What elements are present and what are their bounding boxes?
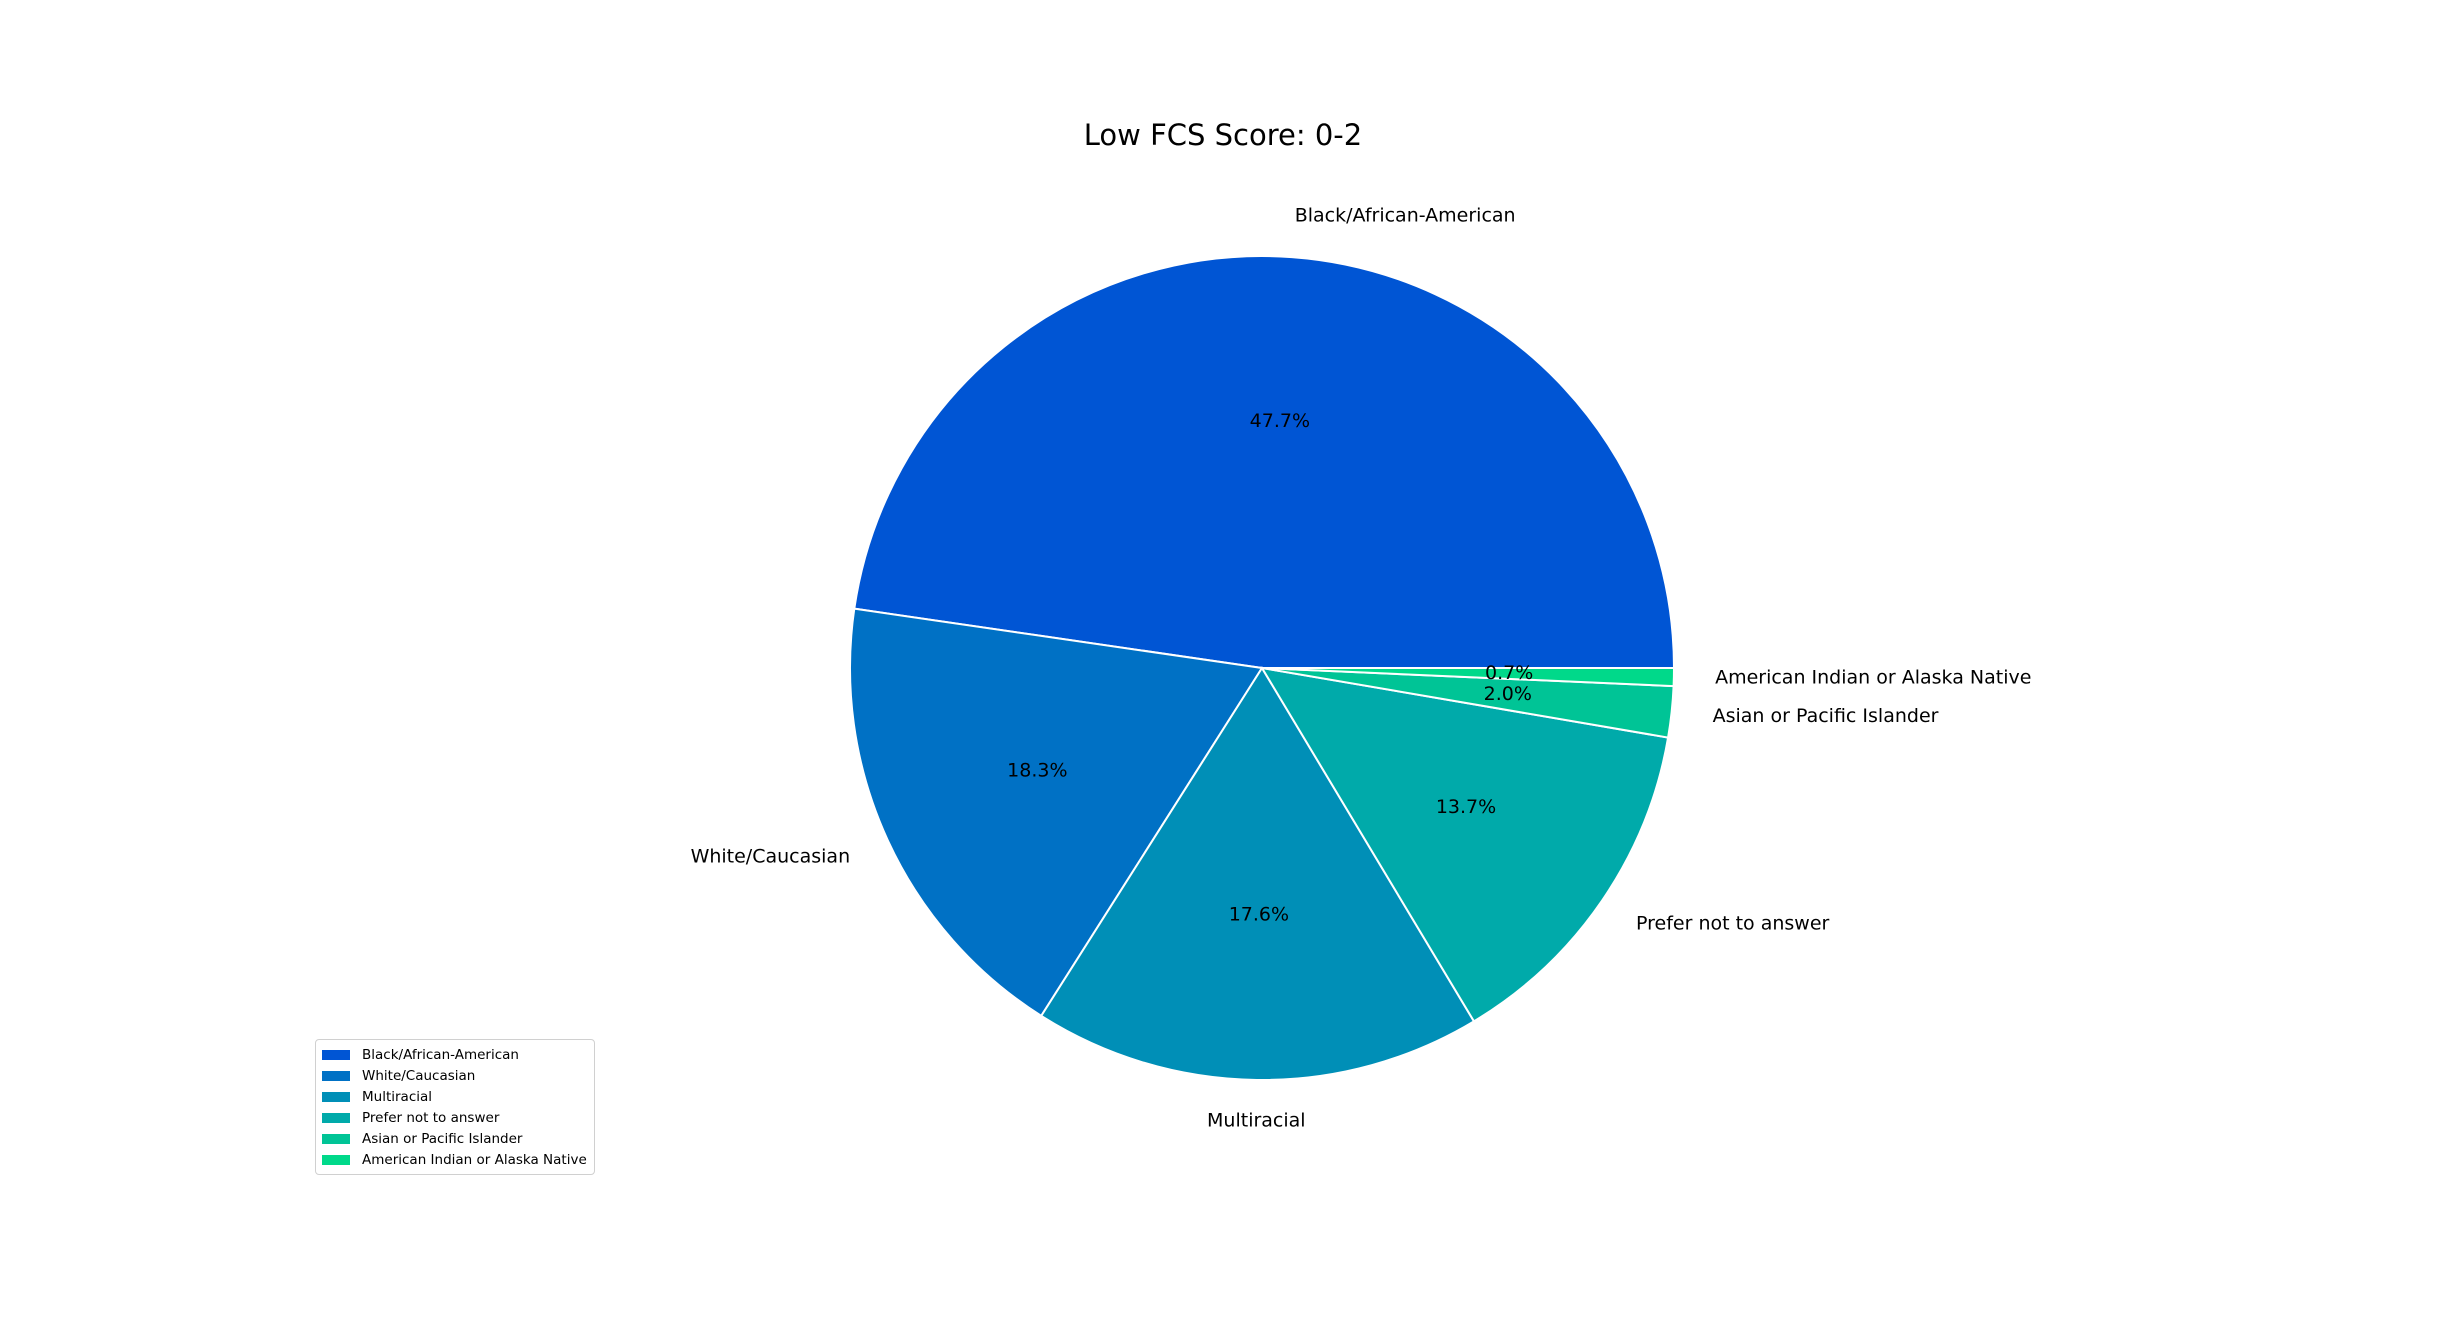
slice-value-label: 13.7% xyxy=(1436,796,1496,818)
slice-value-label: 18.3% xyxy=(1007,760,1067,782)
legend-label: Prefer not to answer xyxy=(362,1109,500,1126)
legend-item: White/Caucasian xyxy=(322,1065,588,1086)
slice-category-label: Black/African-American xyxy=(1295,204,1516,226)
legend-swatch xyxy=(322,1154,350,1165)
slice-category-label: American Indian or Alaska Native xyxy=(1715,666,2031,688)
slice-category-label: Multiracial xyxy=(1207,1110,1306,1132)
legend-swatch xyxy=(322,1091,350,1102)
legend-item: Multiracial xyxy=(322,1086,588,1107)
legend-label: Black/African-American xyxy=(362,1046,519,1063)
slice-value-label: 17.6% xyxy=(1229,904,1289,926)
pie-slice-multiracial xyxy=(1039,666,1476,1081)
slice-value-label: 0.7% xyxy=(1485,662,1533,684)
slice-value-label: 47.7% xyxy=(1250,410,1310,432)
legend-item: American Indian or Alaska Native xyxy=(322,1149,588,1170)
slice-category-label: Asian or Pacific Islander xyxy=(1713,705,1939,727)
legend-swatch xyxy=(322,1049,350,1060)
chart-title: Low FCS Score: 0-2 xyxy=(1083,118,1363,152)
slice-value-label: 2.0% xyxy=(1484,683,1532,705)
pie-slice-prefer-not-to-answer xyxy=(1260,666,1670,1023)
pie-slice-black-african-american xyxy=(853,255,1676,669)
legend-label: American Indian or Alaska Native xyxy=(362,1151,587,1168)
pie-slice-white-caucasian xyxy=(849,607,1264,1018)
legend-swatch xyxy=(322,1133,350,1144)
legend-label: Asian or Pacific Islander xyxy=(362,1130,523,1147)
pie-slice-american-indian-or-alaska-native xyxy=(1261,667,1676,688)
legend-item: Black/African-American xyxy=(322,1044,588,1065)
legend-item: Asian or Pacific Islander xyxy=(322,1128,588,1149)
legend-label: White/Caucasian xyxy=(362,1067,476,1084)
slice-category-label: Prefer not to answer xyxy=(1636,912,1830,934)
legend-swatch xyxy=(322,1070,350,1081)
legend-item: Prefer not to answer xyxy=(322,1107,588,1128)
legend-label: Multiracial xyxy=(362,1088,433,1105)
slice-category-label: White/Caucasian xyxy=(691,846,851,868)
legend: Black/African-American White/Caucasian Mul… xyxy=(315,1039,595,1175)
legend-swatch xyxy=(322,1112,350,1123)
